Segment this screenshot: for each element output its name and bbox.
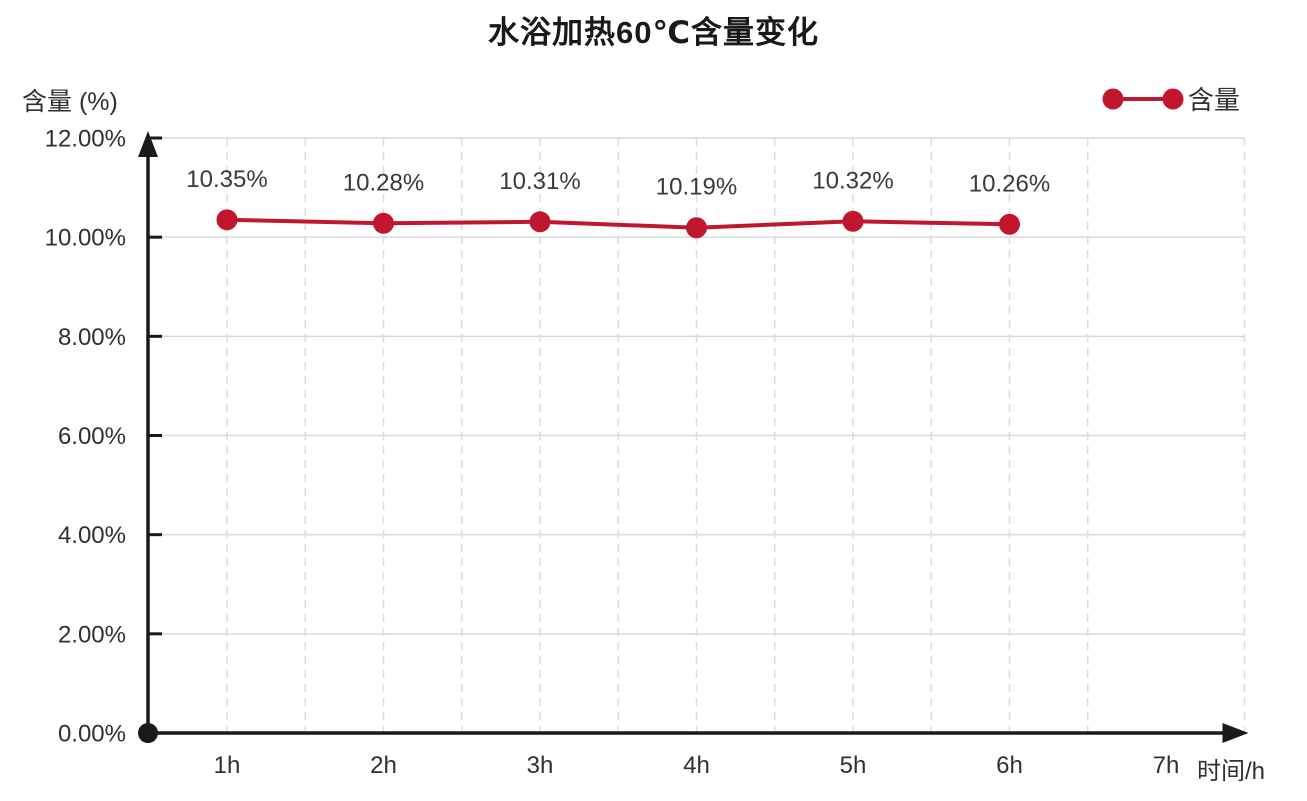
data-point xyxy=(999,213,1020,235)
origin-dot-icon xyxy=(138,723,158,743)
data-point xyxy=(216,209,238,231)
x-category-label: 6h xyxy=(996,752,1023,779)
y-tick-label: 2.00% xyxy=(58,621,126,648)
data-label: 10.31% xyxy=(499,168,580,195)
data-point xyxy=(373,212,394,234)
x-category-label: 5h xyxy=(840,752,867,779)
data-labels: 10.35% 10.28% 10.31% 10.19% 10.32% 10.26% xyxy=(186,166,1050,201)
y-tick-label: 10.00% xyxy=(45,225,126,252)
y-axis-title: 含量 (%) xyxy=(22,88,118,116)
x-axis-title: 时间/h xyxy=(1197,758,1266,785)
chart-title: 水浴加热60℃含量变化 xyxy=(487,15,820,50)
x-category-label: 7h xyxy=(1153,752,1180,779)
data-label: 10.19% xyxy=(656,174,737,201)
x-category-label: 3h xyxy=(527,752,554,779)
data-label: 10.26% xyxy=(969,170,1050,197)
vertical-gridlines xyxy=(226,138,1246,733)
series-line xyxy=(216,209,1020,239)
x-category-label: 4h xyxy=(683,752,710,779)
axes xyxy=(138,131,1249,743)
x-category-label: 1h xyxy=(214,752,241,779)
data-label: 10.28% xyxy=(343,169,424,196)
x-axis-arrow-icon xyxy=(1222,723,1249,743)
legend-line-marker-icon xyxy=(1102,88,1184,109)
x-category-label: 2h xyxy=(370,752,397,779)
data-point xyxy=(529,211,551,233)
y-tick-label: 12.00% xyxy=(45,126,126,153)
y-axis-arrow-icon xyxy=(138,131,158,157)
y-tick-label: 0.00% xyxy=(58,721,126,748)
legend: 含量 xyxy=(1100,80,1240,117)
data-point xyxy=(842,210,864,232)
series-line-path xyxy=(226,217,1010,230)
data-label: 10.32% xyxy=(812,167,893,194)
y-tick-label: 4.00% xyxy=(58,522,126,549)
y-tick-label: 8.00% xyxy=(58,324,126,351)
y-axis-tick-labels: 0.00% 2.00% 4.00% 6.00% 8.00% 10.00% 12.00% xyxy=(45,126,126,748)
data-label: 10.35% xyxy=(186,166,267,193)
x-axis-category-labels: 1h 2h 3h 4h 5h 6h 7h xyxy=(214,752,1180,779)
data-point xyxy=(686,217,707,239)
y-tick-label: 6.00% xyxy=(58,423,126,450)
legend-label: 含量 xyxy=(1188,85,1241,115)
